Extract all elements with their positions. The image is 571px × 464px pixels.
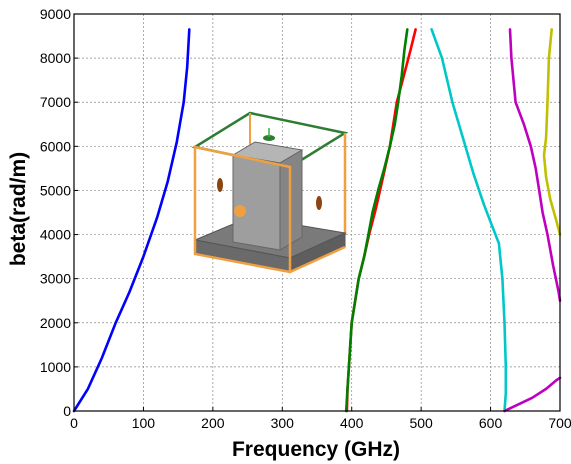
inset-waveguide-structure-icon <box>191 111 349 274</box>
port-front-icon <box>234 205 246 217</box>
series-line-7 <box>503 376 562 413</box>
x-tick-label: 500 <box>409 415 433 431</box>
y-tick-label: 7000 <box>40 94 71 110</box>
series-line-4 <box>430 28 508 413</box>
y-axis-label: beta(rad/m) <box>7 152 30 266</box>
plot-frame <box>73 13 561 412</box>
frame-bottom-right-edge <box>289 245 346 274</box>
x-tick-label: 100 <box>132 415 156 431</box>
x-tick-label: 300 <box>271 415 295 431</box>
port-left-icon <box>217 178 223 192</box>
series-line-5 <box>508 28 562 302</box>
x-axis-ticks: 0 100 200 300 400 500 600 700 <box>70 407 571 431</box>
y-tick-label: 4000 <box>40 227 71 243</box>
y-tick-label: 8000 <box>40 50 71 66</box>
y-tick-label: 0 <box>63 403 71 419</box>
x-tick-label: 600 <box>479 415 503 431</box>
series-line-6 <box>542 28 562 236</box>
series-line-2 <box>345 28 417 413</box>
top-marker-icon <box>263 135 275 141</box>
block-front <box>232 154 281 251</box>
x-tick-label: 0 <box>70 415 78 431</box>
series-group <box>72 28 562 413</box>
y-tick-label: 5000 <box>40 182 71 198</box>
y-tick-label: 1000 <box>40 359 71 375</box>
y-axis-ticks: 0 1000 2000 3000 4000 5000 6000 7000 8000 9000 <box>40 6 78 419</box>
y-tick-label: 9000 <box>40 6 71 22</box>
y-tick-label: 6000 <box>40 138 71 154</box>
x-axis-label: Frequency (GHz) <box>232 438 400 461</box>
x-tick-label: 400 <box>340 415 364 431</box>
port-right-icon <box>316 196 322 210</box>
series-line-1 <box>72 28 191 413</box>
series-line-3 <box>344 28 409 413</box>
x-tick-label: 700 <box>548 415 571 431</box>
y-tick-label: 3000 <box>40 271 71 287</box>
x-tick-label: 200 <box>201 415 225 431</box>
y-tick-label: 2000 <box>40 315 71 331</box>
